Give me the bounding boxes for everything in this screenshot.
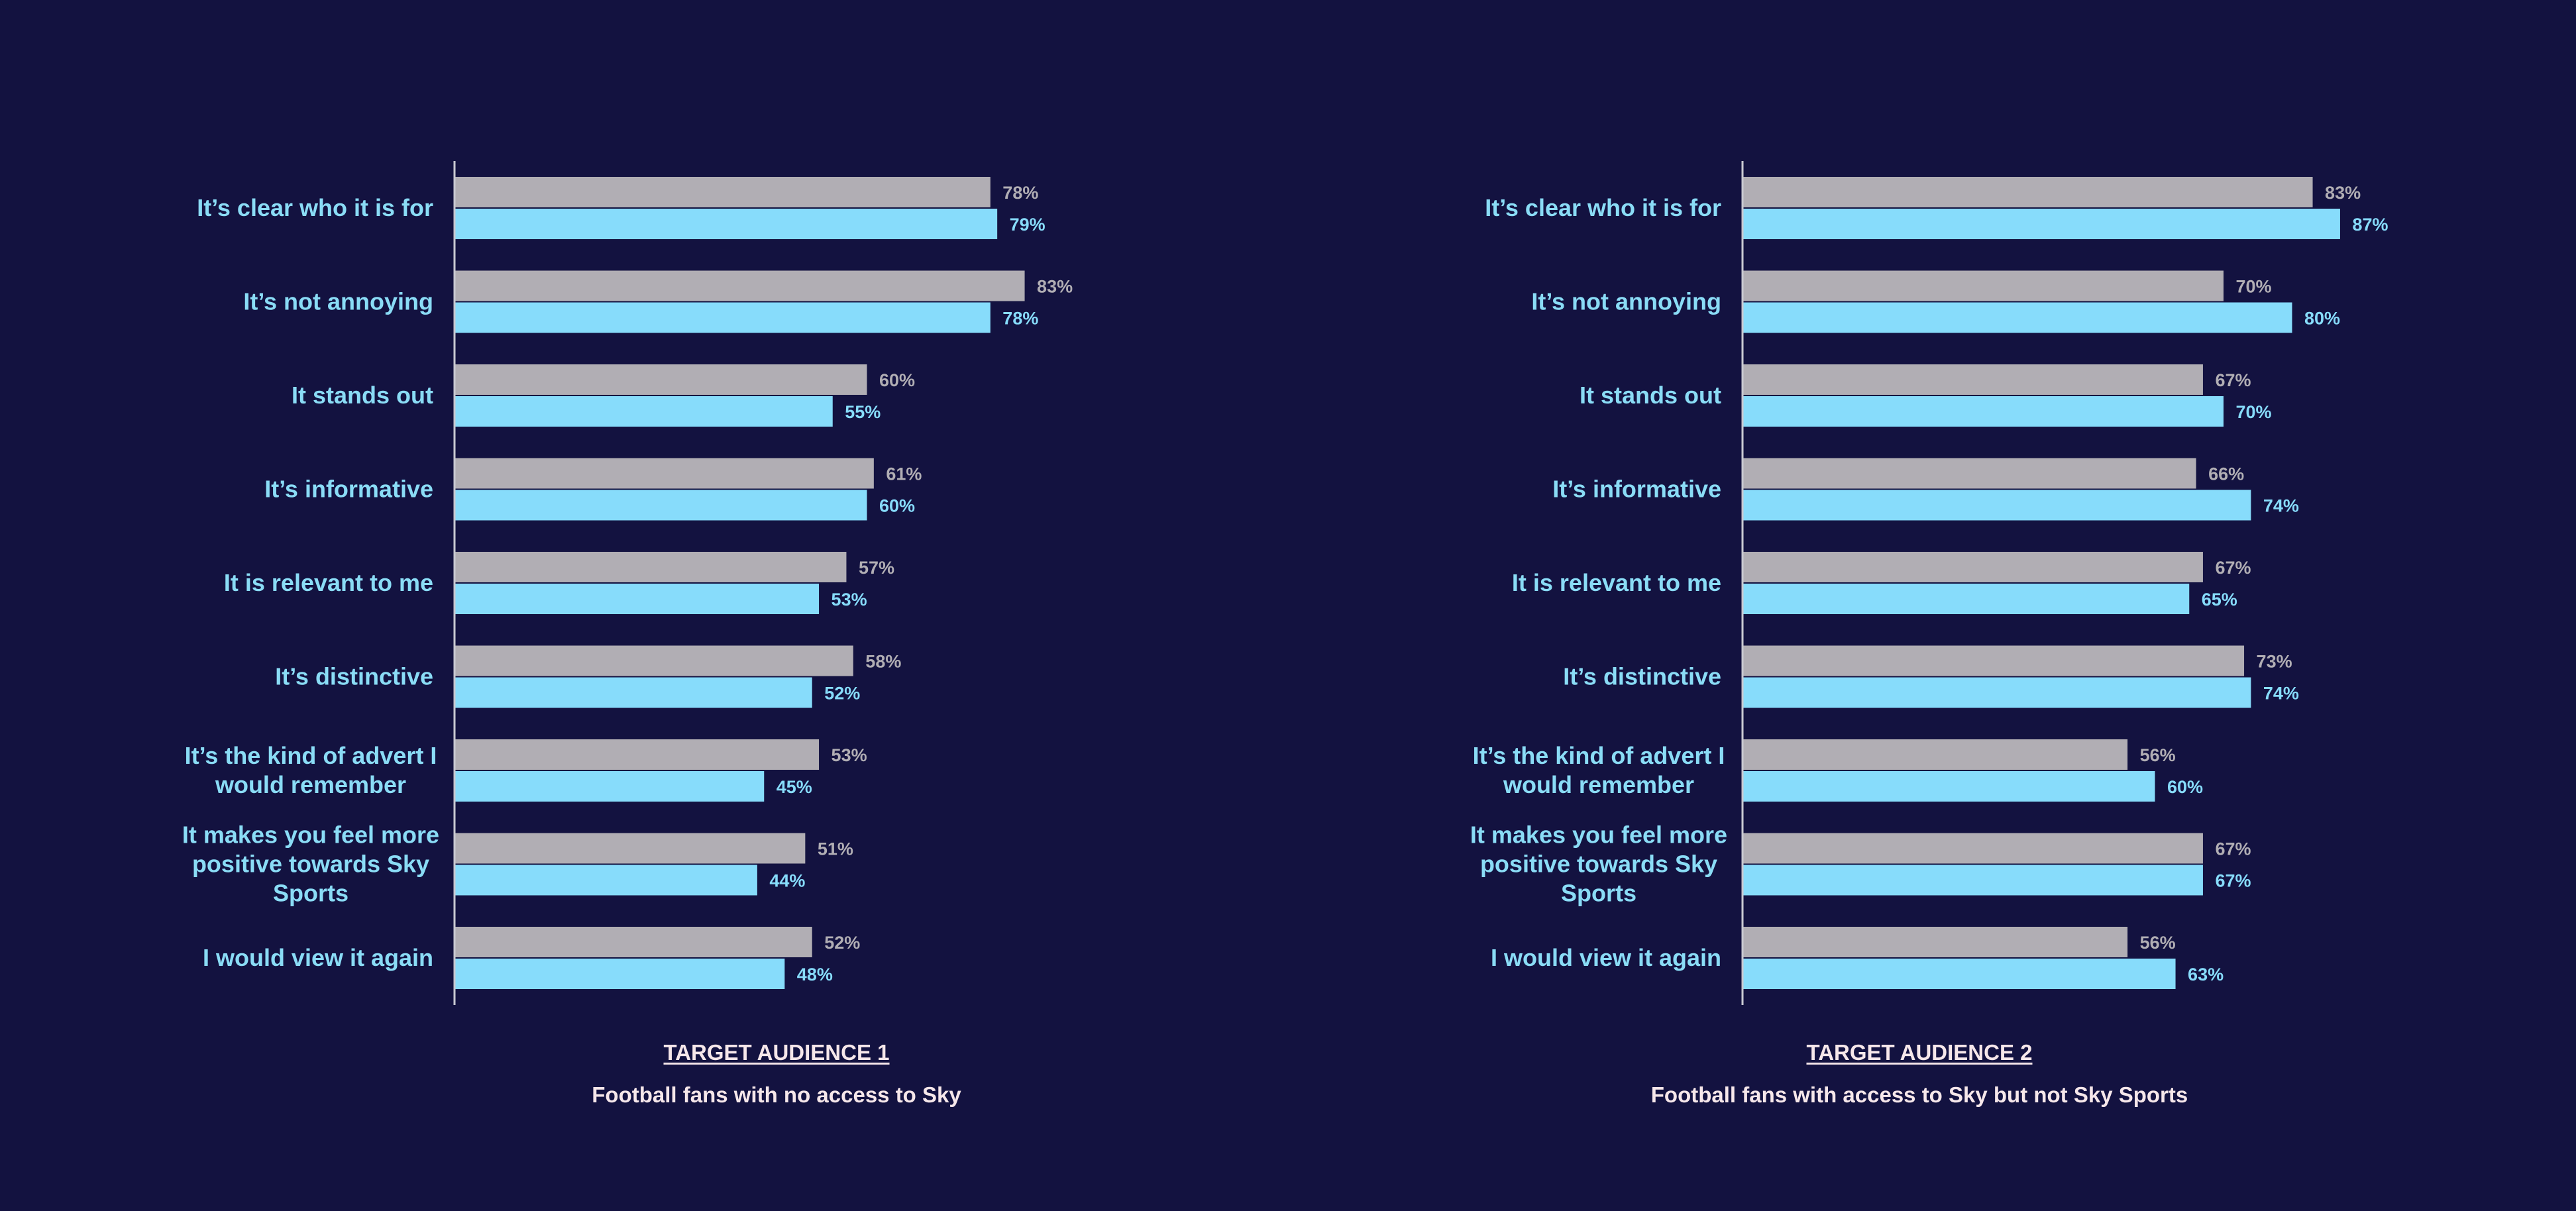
audience-1-title: TARGET AUDIENCE 1 <box>663 1040 890 1065</box>
value-label: 60% <box>879 370 915 390</box>
value-label: 53% <box>832 590 867 609</box>
value-label: 52% <box>824 684 860 704</box>
audience-1-subtitle: Football fans with no access to Sky <box>592 1082 961 1107</box>
value-label: 78% <box>1002 309 1038 329</box>
bar-blue <box>455 209 998 239</box>
value-label: 45% <box>777 777 812 797</box>
category-label: I would view it again <box>203 944 433 971</box>
value-label: 67% <box>2215 871 2251 891</box>
value-label: 56% <box>2140 933 2176 953</box>
bar-grey <box>455 458 874 489</box>
value-label: 83% <box>1037 277 1073 297</box>
bar-grey <box>455 552 847 582</box>
bar-blue <box>1743 302 2292 333</box>
bar-blue <box>455 584 820 614</box>
bar-blue <box>455 490 867 521</box>
category-label: It is relevant to me <box>224 569 433 596</box>
bar-blue <box>1743 396 2224 427</box>
category-label: It’s not annoying <box>243 288 433 315</box>
value-label: 80% <box>2304 309 2340 329</box>
value-label: 55% <box>845 402 881 422</box>
category-label: It’s not annoying <box>1531 288 1721 315</box>
bar-grey <box>455 927 812 957</box>
bar-blue <box>455 865 757 896</box>
value-label: 61% <box>886 464 922 484</box>
bar-grey <box>1743 833 2203 864</box>
bar-grey <box>1743 177 2313 207</box>
category-label: It’s clear who it is for <box>1485 194 1721 221</box>
category-label: It’s clear who it is for <box>197 194 433 221</box>
bar-blue <box>455 771 765 802</box>
bar-chart-audience-1: It’s clear who it is for 78% 79% It’s not a… <box>182 161 1073 1005</box>
bar-grey <box>1743 552 2203 582</box>
bar-blue <box>1743 584 2190 614</box>
bar-grey <box>455 364 867 395</box>
bar-grey <box>455 833 806 864</box>
value-label: 63% <box>2188 965 2224 984</box>
value-label: 51% <box>818 839 853 859</box>
bar-blue <box>455 677 812 708</box>
bar-blue <box>1743 959 2176 989</box>
value-label: 44% <box>769 871 805 891</box>
bar-grey <box>1743 458 2196 489</box>
value-label: 74% <box>2263 496 2299 516</box>
value-label: 56% <box>2140 745 2176 765</box>
value-label: 74% <box>2263 684 2299 704</box>
bar-blue <box>1743 490 2251 521</box>
category-label: It’s distinctive <box>275 663 433 690</box>
bar-blue <box>455 959 785 989</box>
category-label: It’s distinctive <box>1563 663 1721 690</box>
bar-grey <box>1743 270 2224 301</box>
bar-grey <box>1743 364 2203 395</box>
bar-grey <box>1743 739 2128 770</box>
category-label: It’s informative <box>264 476 433 503</box>
category-label: I would view it again <box>1491 944 1721 971</box>
bar-blue <box>1743 209 2340 239</box>
value-label: 78% <box>1002 183 1038 203</box>
value-label: 48% <box>797 965 833 984</box>
value-label: 60% <box>2167 777 2203 797</box>
value-label: 73% <box>2257 652 2292 672</box>
value-label: 52% <box>824 933 860 953</box>
chart-panel-audience-2: It’s clear who it is for 83% 87% It’s not a… <box>1288 0 2576 1211</box>
value-label: 60% <box>879 496 915 516</box>
value-label: 83% <box>2325 183 2361 203</box>
value-label: 87% <box>2352 215 2388 235</box>
audience-2-subtitle: Football fans with access to Sky but not… <box>1650 1082 2188 1107</box>
bar-blue <box>1743 677 2251 708</box>
chart-panel-audience-1: It’s clear who it is for 78% 79% It’s not a… <box>182 161 1073 1107</box>
category-label: It stands out <box>292 382 433 409</box>
value-label: 67% <box>2215 558 2251 578</box>
value-label: 65% <box>2202 590 2237 609</box>
bar-grey <box>455 739 820 770</box>
bar-grey <box>1743 645 2245 676</box>
value-label: 70% <box>2236 402 2272 422</box>
bar-grey <box>455 177 991 207</box>
bar-blue <box>1743 865 2203 896</box>
category-label: It makes you feel more positive towards S… <box>182 821 439 907</box>
bar-blue <box>1743 771 2155 802</box>
category-label: It is relevant to me <box>1512 569 1721 596</box>
bar-blue <box>455 302 991 333</box>
bar-grey <box>455 645 853 676</box>
value-label: 70% <box>2236 277 2272 297</box>
audience-2-title: TARGET AUDIENCE 2 <box>1806 1040 2033 1065</box>
value-label: 57% <box>859 558 894 578</box>
value-label: 58% <box>865 652 901 672</box>
value-label: 67% <box>2215 839 2251 859</box>
value-label: 79% <box>1010 215 1046 235</box>
bar-chart-audience-2: It’s clear who it is for 83% 87% It’s not a… <box>1470 161 2388 1005</box>
value-label: 67% <box>2215 370 2251 390</box>
value-label: 53% <box>832 745 867 765</box>
bar-grey <box>455 270 1025 301</box>
category-label: It makes you feel more positive towards S… <box>1470 821 1727 907</box>
category-label: It stands out <box>1580 382 1721 409</box>
bar-grey <box>1743 927 2128 957</box>
category-label: It’s informative <box>1552 476 1721 503</box>
bar-blue <box>455 396 833 427</box>
value-label: 66% <box>2208 464 2244 484</box>
